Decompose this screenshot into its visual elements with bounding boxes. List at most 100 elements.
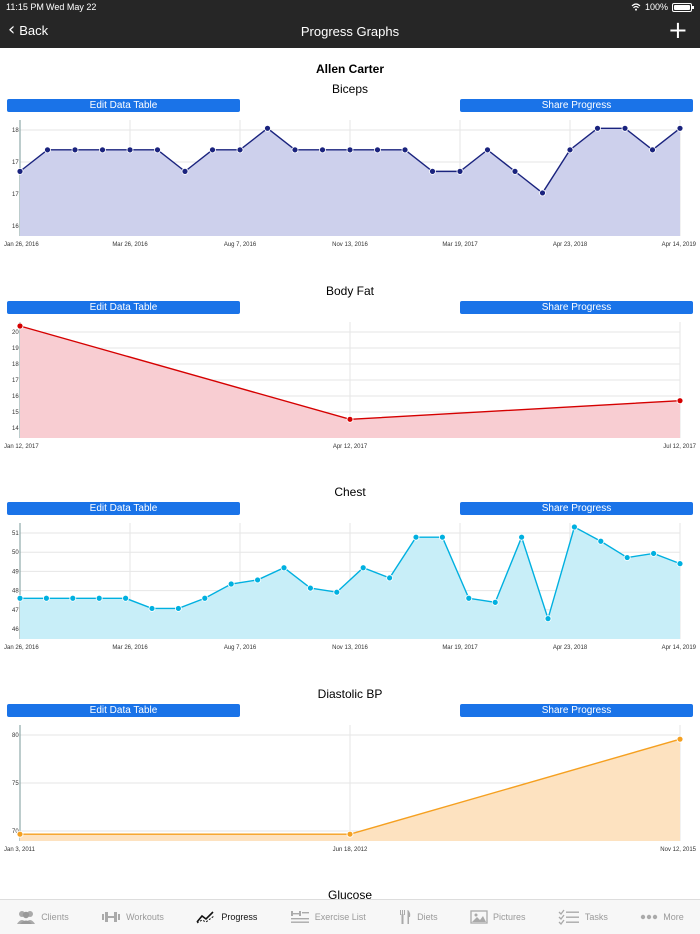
- data-point: [374, 146, 381, 154]
- share-progress-button[interactable]: Share Progress: [460, 99, 693, 112]
- tab-tasks[interactable]: Tasks: [558, 909, 608, 925]
- x-tick-label: Mar 26, 2016: [112, 645, 148, 651]
- y-tick-label: 48: [12, 589, 19, 595]
- tab-more[interactable]: More: [640, 912, 684, 922]
- data-point: [571, 523, 578, 531]
- y-tick-label: 51: [12, 531, 19, 537]
- chart-section-diastolic-bp: Diastolic BP Edit Data Table Share Progr…: [0, 687, 700, 887]
- status-date: Wed May 22: [46, 2, 97, 12]
- graphs-scroll-area[interactable]: Allen Carter Biceps Edit Data Table Shar…: [0, 48, 700, 899]
- edit-data-table-button[interactable]: Edit Data Table: [7, 99, 240, 112]
- data-point: [511, 167, 519, 175]
- nav-bar: ‹ Back Progress Graphs +: [0, 14, 700, 48]
- x-tick-label: Jan 3, 2011: [4, 847, 36, 853]
- status-right: 100%: [631, 2, 694, 12]
- chevron-left-icon: ‹: [8, 19, 16, 40]
- data-point: [346, 146, 354, 154]
- data-point: [16, 322, 24, 330]
- data-point: [676, 124, 684, 132]
- tasks-icon: [558, 909, 579, 925]
- tab-clients[interactable]: Clients: [16, 910, 69, 924]
- plus-icon[interactable]: +: [667, 16, 688, 44]
- x-tick-label: Jan 12, 2017: [4, 444, 39, 450]
- data-point: [597, 537, 605, 545]
- tab-label: More: [663, 912, 684, 922]
- data-point: [539, 189, 546, 197]
- chest-chart: 46 47 48 49 50 51 Jan 26, 2016 Mar 26, 2016 Aug …: [4, 523, 697, 651]
- back-label: Back: [19, 22, 49, 38]
- data-point: [484, 146, 491, 154]
- edit-data-table-button[interactable]: Edit Data Table: [7, 301, 240, 314]
- data-point: [676, 735, 684, 743]
- data-point: [650, 550, 657, 557]
- data-point: [544, 615, 552, 623]
- y-tick-label: 17: [12, 378, 19, 384]
- data-point: [676, 560, 684, 568]
- body-fat-chart: 14 15 16 17 18 19 20 Jan 12, 2017 Apr 12, 2017 Ju…: [4, 322, 697, 450]
- data-point: [438, 533, 446, 541]
- series-area: [20, 739, 680, 841]
- edit-data-table-button[interactable]: Edit Data Table: [7, 502, 240, 515]
- chart-section-glucose: Glucose: [0, 888, 700, 899]
- chart-section-chest: Chest Edit Data Table Share Progress 46 4…: [0, 485, 700, 685]
- x-tick-label: Apr 12, 2017: [333, 444, 368, 450]
- data-point: [346, 830, 354, 838]
- share-progress-button[interactable]: Share Progress: [460, 704, 693, 717]
- data-point: [71, 146, 79, 154]
- data-point: [676, 397, 684, 405]
- y-tick-label: 50: [12, 550, 19, 556]
- data-point: [16, 167, 24, 175]
- progress-icon: [196, 911, 215, 924]
- data-point: [346, 415, 354, 423]
- share-progress-button[interactable]: Share Progress: [460, 301, 693, 314]
- data-point: [154, 146, 161, 154]
- data-point: [518, 533, 525, 541]
- diastolic-bp-chart: 70 75 80 Jan 3, 2011 Jun 18, 2012 Nov 12, 201…: [4, 725, 697, 853]
- y-tick-label: 19: [12, 346, 19, 352]
- tab-label: Exercise List: [314, 912, 366, 922]
- tab-pictures[interactable]: Pictures: [470, 910, 526, 924]
- data-point: [174, 605, 182, 612]
- x-tick-label: Jan 26, 2016: [4, 242, 39, 248]
- dumbbell-icon: [102, 912, 121, 922]
- edit-data-table-button[interactable]: Edit Data Table: [7, 704, 240, 717]
- data-point: [566, 146, 574, 154]
- biceps-chart: 16 17 17 18 Jan 26, 2016 Mar 26, 2016 Aug 7, 2…: [4, 120, 697, 248]
- x-tick-label: Apr 14, 2019: [662, 645, 697, 651]
- page-title: Progress Graphs: [300, 24, 400, 39]
- tab-diets[interactable]: Diets: [398, 909, 438, 925]
- tab-workouts[interactable]: Workouts: [101, 911, 164, 923]
- x-tick-label: Nov 13, 2016: [332, 645, 368, 651]
- chart-section-body-fat: Body Fat Edit Data Table Share Progress …: [0, 284, 700, 484]
- data-point: [209, 146, 216, 154]
- y-tick-label: 70: [12, 829, 19, 835]
- client-name: Allen Carter: [315, 62, 385, 76]
- x-tick-label: Jun 18, 2012: [333, 847, 368, 853]
- data-point: [319, 146, 326, 154]
- back-button[interactable]: ‹ Back: [8, 19, 49, 40]
- tab-exercise-list[interactable]: Exercise List: [290, 910, 366, 924]
- data-point: [333, 588, 341, 596]
- data-point: [69, 594, 77, 602]
- data-point: [386, 574, 394, 582]
- y-tick-label: 75: [12, 781, 19, 787]
- chart-title: Biceps: [331, 82, 369, 96]
- tab-progress[interactable]: Progress: [196, 910, 257, 924]
- more-icon: [641, 914, 658, 920]
- x-tick-label: Mar 26, 2016: [112, 242, 148, 248]
- battery-percent: 100%: [644, 2, 668, 12]
- data-point: [16, 830, 24, 838]
- x-tick-label: Nov 13, 2016: [332, 242, 368, 248]
- clients-icon: [17, 911, 36, 924]
- x-tick-label: Aug 7, 2016: [224, 242, 257, 248]
- series-area: [20, 128, 680, 236]
- tab-label: Workouts: [126, 912, 164, 922]
- data-point: [306, 584, 314, 592]
- x-tick-label: Aug 7, 2016: [224, 645, 257, 651]
- x-tick-label: Apr 14, 2019: [662, 242, 697, 248]
- y-tick-label: 17: [12, 160, 19, 166]
- share-progress-button[interactable]: Share Progress: [460, 502, 693, 515]
- data-point: [412, 533, 420, 541]
- data-point: [181, 167, 189, 175]
